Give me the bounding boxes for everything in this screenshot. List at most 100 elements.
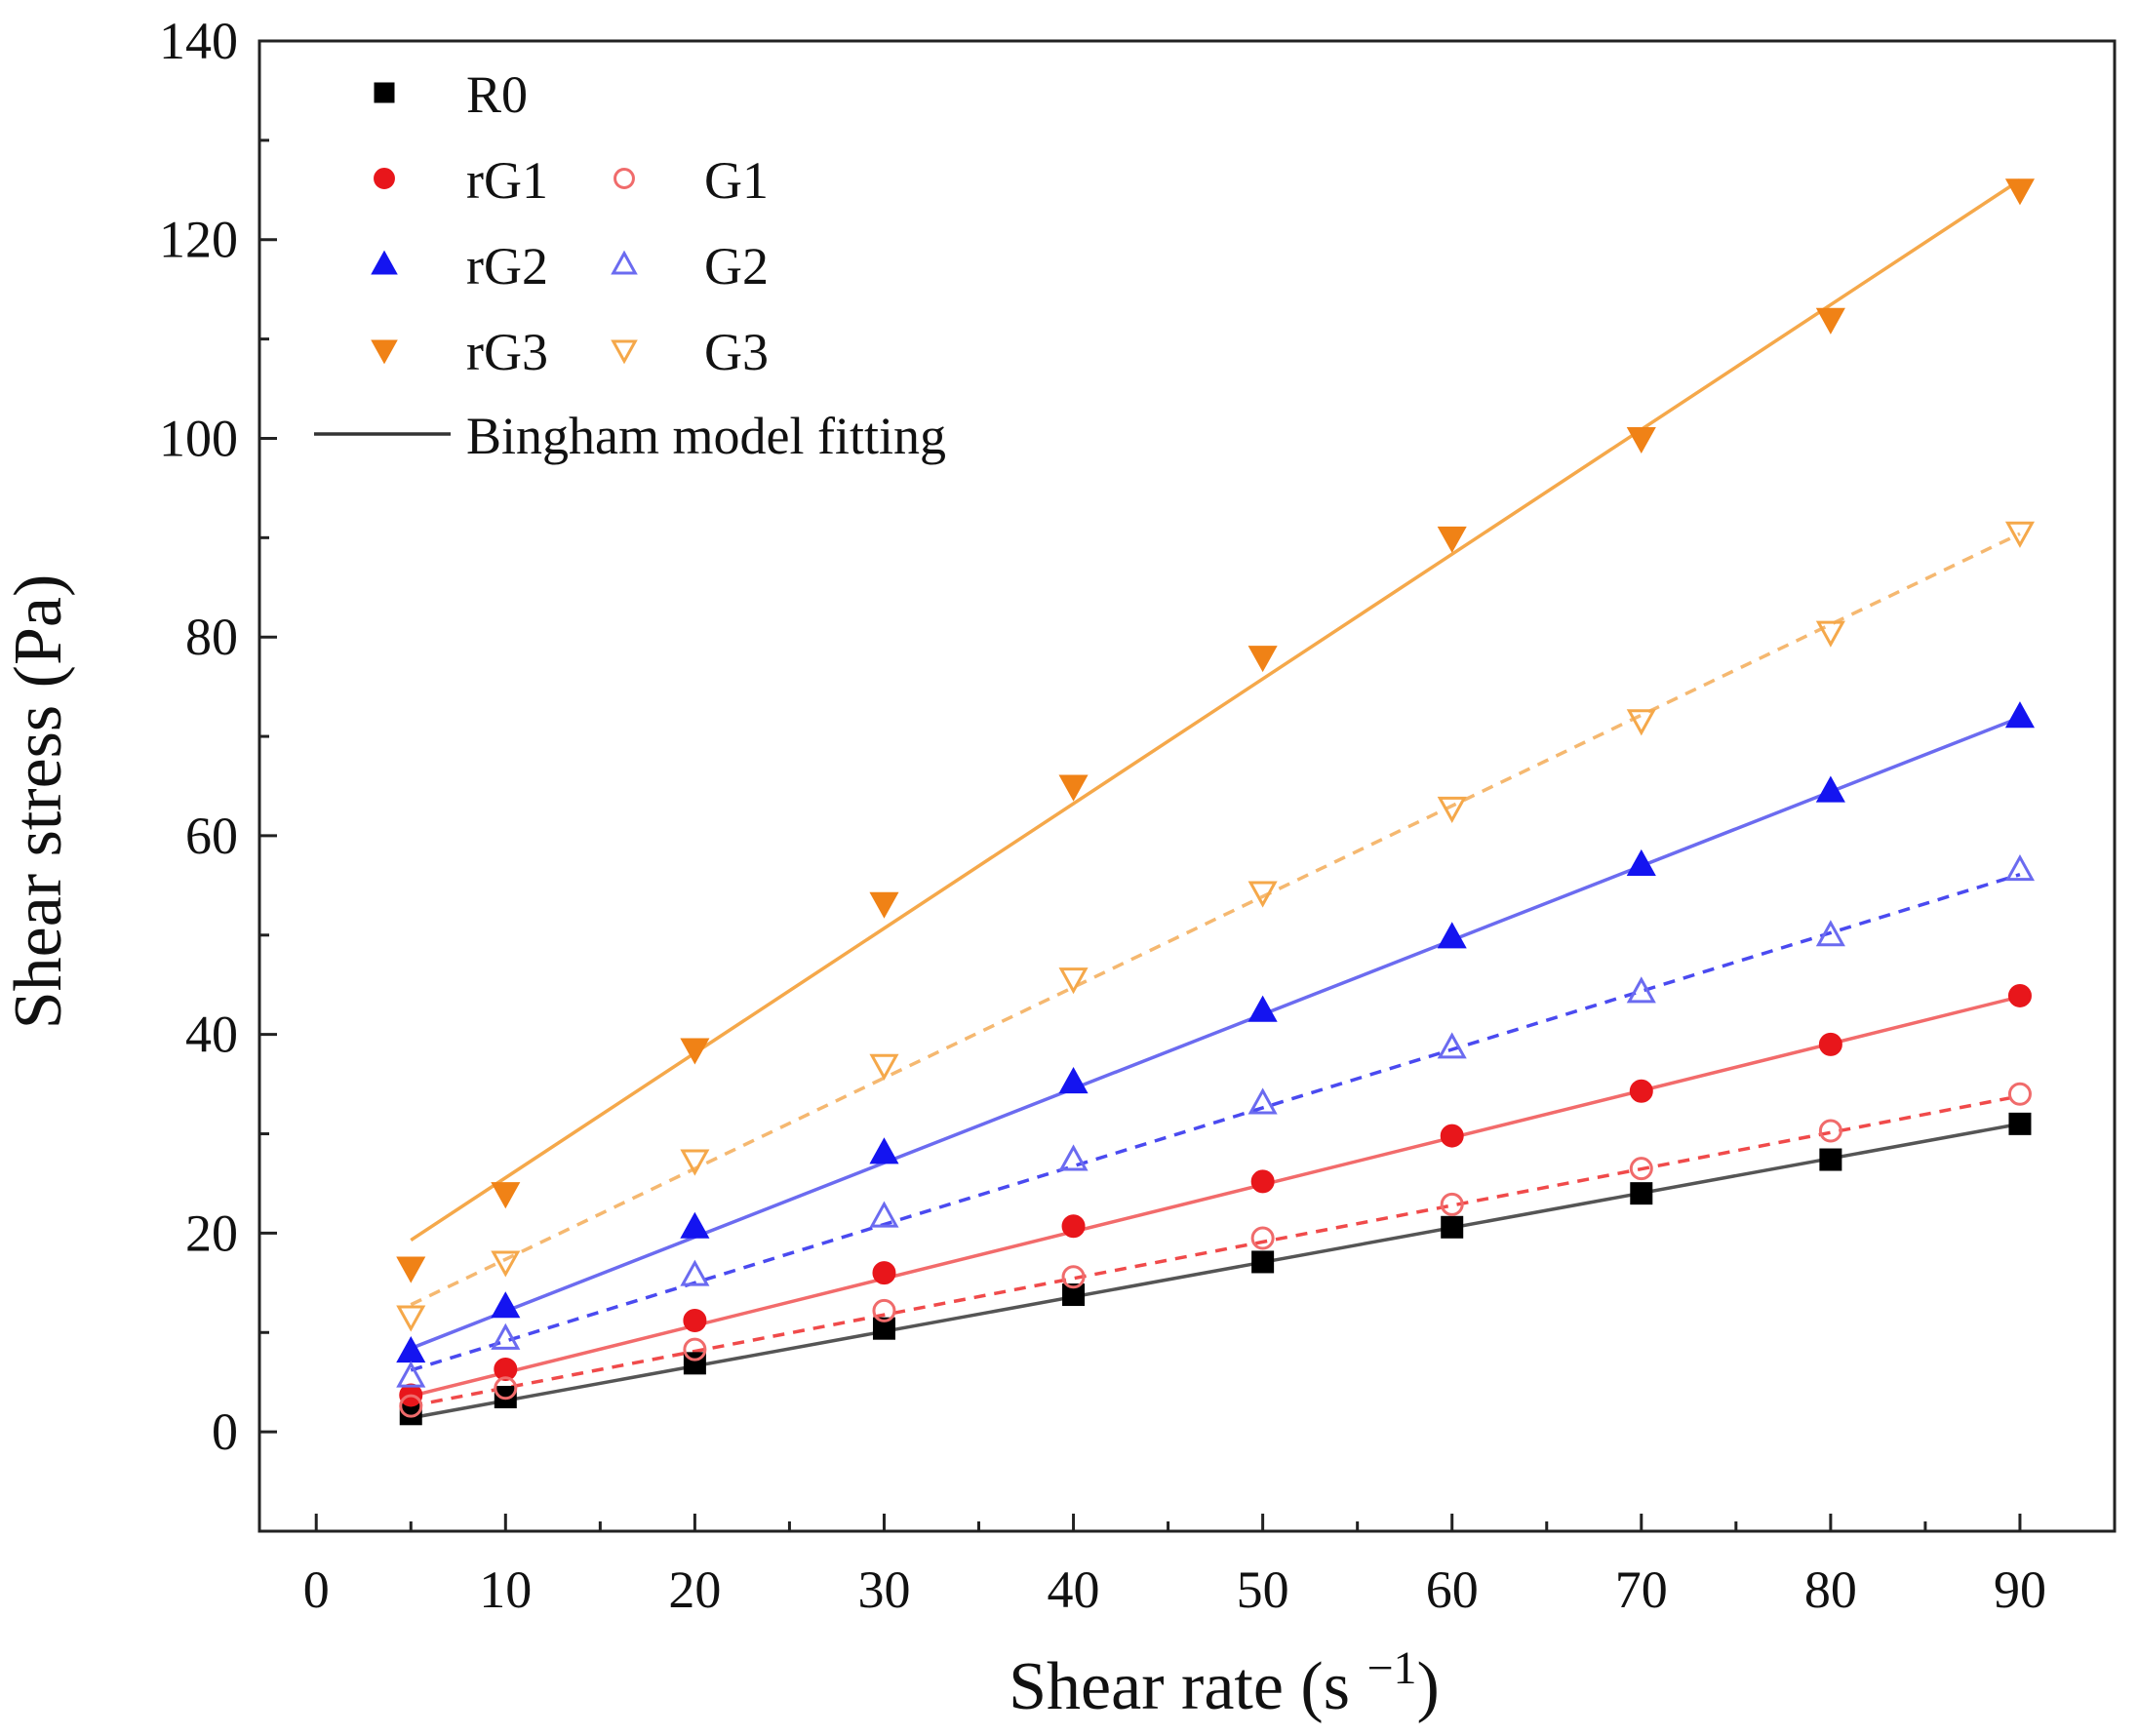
marker-g3 [491, 1250, 521, 1278]
legend-label-rg3: rG3 [466, 323, 548, 381]
legend-marker-g1 [614, 168, 635, 189]
marker-g3 [1058, 967, 1089, 995]
marker-rg2 [869, 1137, 899, 1164]
y-tick-label: 140 [159, 12, 238, 70]
legend-label-g1: G1 [704, 151, 769, 210]
y-tick-label: 100 [159, 409, 238, 467]
x-tick-label: 30 [857, 1560, 910, 1619]
marker-g1 [1250, 1226, 1275, 1250]
legend-label-rg1: rG1 [466, 151, 548, 210]
plot-border [257, 39, 2117, 1533]
y-tick-label: 40 [185, 1006, 238, 1064]
marker-g3 [1247, 881, 1278, 908]
marker-r0 [1819, 1148, 1842, 1171]
marker-g1 [1061, 1265, 1086, 1289]
marker-g3 [396, 1305, 426, 1332]
marker-r0 [1441, 1215, 1464, 1239]
x-tick-label: 40 [1048, 1560, 1100, 1619]
marker-rg3 [680, 1038, 710, 1065]
marker-rg2 [1626, 848, 1656, 876]
marker-g3 [1815, 620, 1845, 648]
x-tick-label: 20 [668, 1560, 721, 1619]
marker-rg1 [1629, 1079, 1653, 1103]
legend-marker-rg3 [371, 339, 398, 365]
legend-label-rg2: rG2 [466, 237, 548, 296]
marker-g3 [1626, 709, 1656, 736]
marker-rg1 [494, 1357, 518, 1381]
marker-rg1 [1250, 1169, 1275, 1194]
marker-g3 [1437, 796, 1467, 823]
marker-rg1 [1818, 1032, 1842, 1056]
legend-marker-g2 [611, 250, 638, 275]
legend-label-r0: R0 [466, 65, 528, 124]
legend-marker-rg2 [371, 250, 398, 275]
marker-rg3 [1058, 774, 1089, 802]
marker-rg1 [872, 1261, 896, 1285]
marker-rg1 [1061, 1214, 1086, 1239]
fit-line-r0 [410, 1122, 2021, 1420]
marker-rg2 [2004, 701, 2036, 729]
legend-label-fit: Bingham model fitting [466, 407, 946, 465]
x-tick-label: 80 [1804, 1560, 1857, 1619]
marker-g2 [1247, 1087, 1278, 1115]
marker-g3 [680, 1149, 710, 1176]
marker-g2 [869, 1201, 899, 1228]
marker-rg2 [1815, 775, 1845, 803]
marker-g3 [869, 1053, 899, 1081]
marker-rg1 [2007, 983, 2032, 1007]
legend-label-g3: G3 [704, 323, 769, 381]
marker-rg3 [491, 1182, 521, 1209]
marker-rg3 [2004, 178, 2036, 206]
x-tick-label: 50 [1237, 1560, 1289, 1619]
fit-line-rg1 [410, 995, 2021, 1399]
marker-g2 [1058, 1144, 1089, 1171]
marker-rg2 [680, 1211, 710, 1239]
marker-g1 [683, 1337, 707, 1361]
x-tick-label: 60 [1426, 1560, 1479, 1619]
marker-rg3 [869, 891, 899, 919]
legend-marker-rg1 [374, 168, 395, 189]
marker-rg3 [396, 1256, 426, 1283]
marker-r0 [1062, 1283, 1086, 1307]
marker-r0 [2008, 1112, 2032, 1135]
marker-g2 [1815, 920, 1845, 947]
marker-g2 [2004, 853, 2036, 882]
y-axis-label: Shear stress (Pa) [1, 574, 76, 1030]
marker-rg3 [1437, 526, 1467, 553]
marker-g2 [680, 1259, 710, 1286]
y-tick-label: 80 [185, 608, 238, 666]
marker-rg3 [1815, 307, 1845, 335]
marker-rg2 [491, 1291, 521, 1319]
x-tick-label: 0 [303, 1560, 330, 1619]
fit-lines [410, 178, 2021, 1420]
marker-rg1 [683, 1309, 707, 1333]
marker-g1 [1818, 1119, 1842, 1143]
plot-frame [257, 39, 2117, 1533]
marker-g3 [2004, 521, 2036, 548]
marker-g2 [491, 1322, 521, 1350]
data-markers [396, 178, 2036, 1426]
y-tick-label: 0 [212, 1402, 238, 1461]
legend-label-g2: G2 [704, 237, 769, 296]
fit-line-rg3 [410, 178, 2021, 1242]
x-axis-label: Shear rate (s −1) [1009, 1642, 1440, 1725]
marker-rg2 [1247, 995, 1278, 1022]
y-tick-label: 60 [185, 807, 238, 865]
marker-g1 [872, 1298, 896, 1322]
marker-g2 [1626, 976, 1656, 1004]
legend: R0 rG1 G1 rG2 G2 rG3 G3 Bingham model fitting [314, 65, 946, 465]
marker-rg1 [1440, 1124, 1464, 1148]
marker-rg2 [1437, 922, 1467, 949]
axis-tick-labels: 0 10 20 30 40 50 60 70 80 90 0 20 40 60 80 100 120 140 [159, 12, 2046, 1619]
marker-r0 [872, 1317, 895, 1340]
x-tick-label: 70 [1615, 1560, 1668, 1619]
marker-rg3 [1247, 646, 1278, 673]
legend-marker-g3 [611, 339, 638, 365]
marker-g1 [1440, 1192, 1464, 1216]
marker-g1 [494, 1376, 518, 1401]
fit-line-rg2 [410, 716, 2021, 1351]
fit-line-g3 [410, 532, 2021, 1307]
marker-rg3 [1626, 426, 1656, 454]
